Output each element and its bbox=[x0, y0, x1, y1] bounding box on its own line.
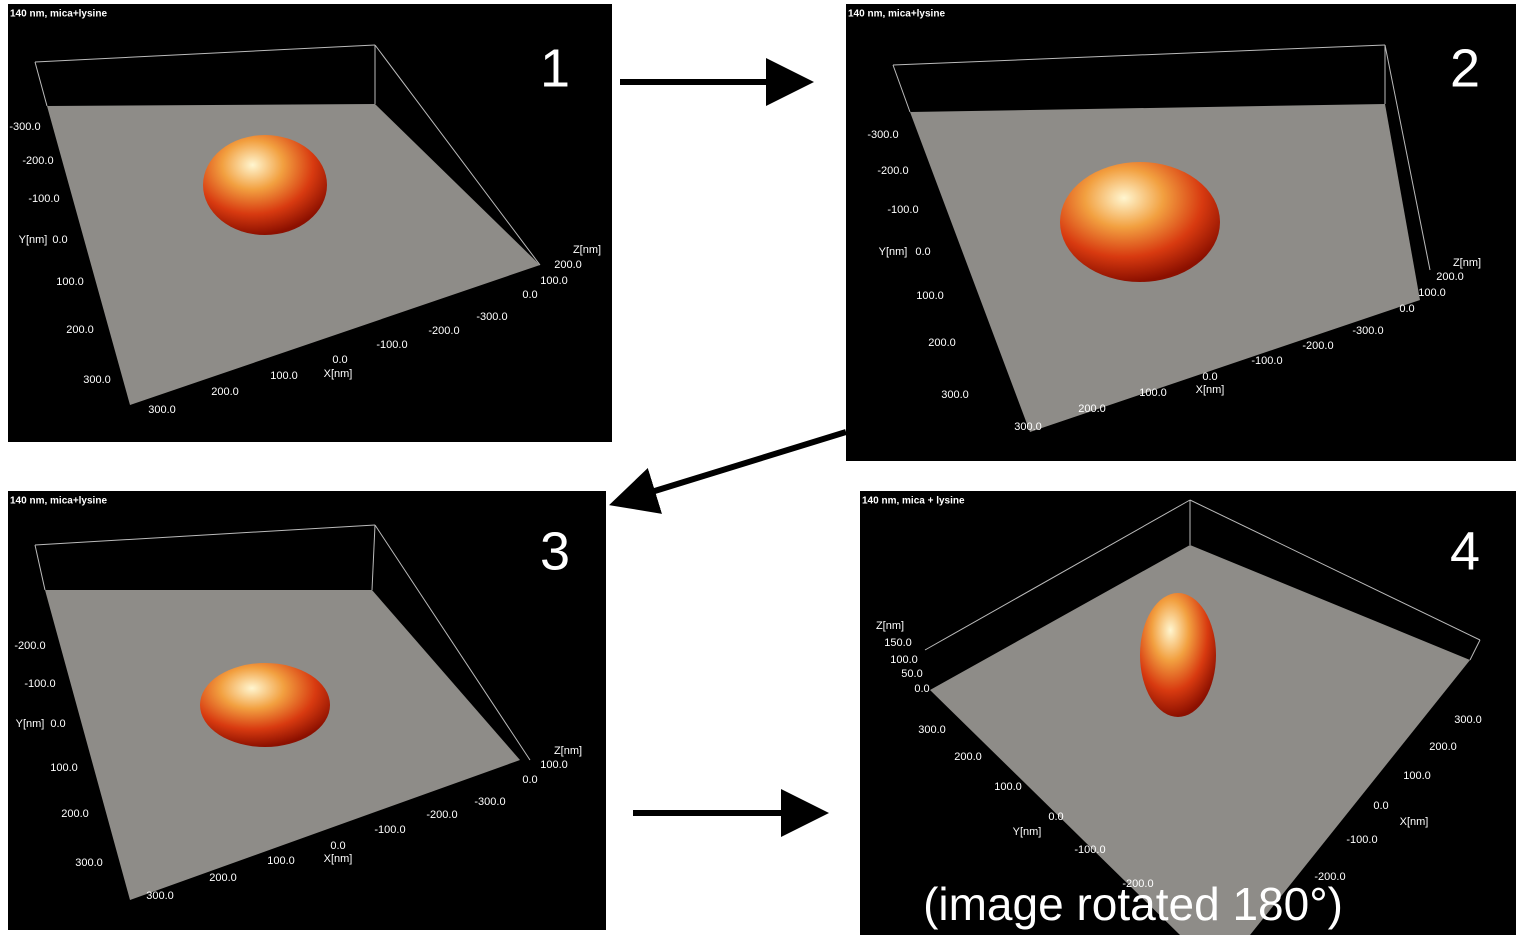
tick-label: 200.0 bbox=[1436, 271, 1464, 283]
tick-label: 300.0 bbox=[1454, 714, 1482, 726]
tick-label: -100.0 bbox=[376, 339, 407, 351]
tick-label: -200.0 bbox=[14, 640, 45, 652]
afm-panel: 140 nm, mica+lysine 1 -300.0 -200.0 -100.0 0.… bbox=[8, 4, 612, 442]
panel-title: 140 nm, mica + lysine bbox=[862, 496, 965, 507]
tick-label: 300.0 bbox=[1014, 421, 1042, 433]
topography-feature bbox=[200, 663, 330, 747]
tick-label: 100.0 bbox=[50, 762, 78, 774]
tick-label: 200.0 bbox=[209, 872, 237, 884]
tick-label: 200.0 bbox=[928, 337, 956, 349]
tick-label: 200.0 bbox=[66, 324, 94, 336]
tick-label: 0.0 bbox=[914, 683, 929, 695]
tick-label: 100.0 bbox=[994, 781, 1022, 793]
tick-label: 300.0 bbox=[146, 890, 174, 902]
afm-panel: 140 nm, mica+lysine3-200.0-100.00.0100.0… bbox=[8, 491, 606, 930]
panel-number: 2 bbox=[1450, 38, 1480, 98]
tick-label: 150.0 bbox=[884, 637, 912, 649]
tick-label: -100.0 bbox=[28, 193, 59, 205]
tick-label: -200.0 bbox=[426, 809, 457, 821]
axis-label: Y[nm] bbox=[1013, 826, 1042, 838]
tick-label: 100.0 bbox=[56, 276, 84, 288]
tick-label: 200.0 bbox=[554, 259, 582, 271]
tick-label: 100.0 bbox=[1139, 387, 1167, 399]
tick-label: 0.0 bbox=[332, 354, 347, 366]
tick-label: 300.0 bbox=[83, 374, 111, 386]
tick-label: 200.0 bbox=[1078, 403, 1106, 415]
tick-label: 0.0 bbox=[1048, 811, 1063, 823]
tick-label: 300.0 bbox=[75, 857, 103, 869]
tick-label: -300.0 bbox=[474, 796, 505, 808]
arrow bbox=[632, 432, 846, 498]
tick-label: 0.0 bbox=[1373, 800, 1388, 812]
tick-label: 200.0 bbox=[954, 751, 982, 763]
tick-label: 0.0 bbox=[1399, 303, 1414, 315]
tick-label: 50.0 bbox=[901, 668, 922, 680]
tick-label: 0.0 bbox=[522, 289, 537, 301]
tick-label: -200.0 bbox=[877, 165, 908, 177]
axis-label: X[nm] bbox=[324, 853, 353, 865]
tick-label: 300.0 bbox=[941, 389, 969, 401]
tick-label: 0.0 bbox=[522, 774, 537, 786]
tick-label: -300.0 bbox=[1352, 325, 1383, 337]
panel-title: 140 nm, mica+lysine bbox=[10, 9, 107, 20]
axis-label: Z[nm] bbox=[876, 620, 904, 632]
tick-label: 100.0 bbox=[540, 275, 568, 287]
figure: 140 nm, mica+lysine 1 -300.0 -200.0 -100.0 0.… bbox=[0, 0, 1521, 935]
axis-label: X[nm] bbox=[1400, 816, 1429, 828]
tick-label: 100.0 bbox=[1418, 287, 1446, 299]
tick-label: -300.0 bbox=[9, 121, 40, 133]
axis-label: Y[nm] bbox=[879, 246, 908, 258]
panel-number: 4 bbox=[1450, 521, 1480, 581]
tick-label: -100.0 bbox=[1346, 834, 1377, 846]
tick-label: -300.0 bbox=[867, 129, 898, 141]
tick-label: 200.0 bbox=[61, 808, 89, 820]
tick-label: -200.0 bbox=[1302, 340, 1333, 352]
tick-label: 0.0 bbox=[915, 246, 930, 258]
tick-label: 300.0 bbox=[148, 404, 176, 416]
axis-label: X[nm] bbox=[1196, 384, 1225, 396]
axis-label: X[nm] bbox=[324, 368, 353, 380]
tick-label: 100.0 bbox=[890, 654, 918, 666]
tick-label: -100.0 bbox=[1074, 844, 1105, 856]
tick-label: 0.0 bbox=[52, 234, 67, 246]
tick-label: -100.0 bbox=[887, 204, 918, 216]
tick-label: 300.0 bbox=[918, 724, 946, 736]
tick-label: 100.0 bbox=[1403, 770, 1431, 782]
panel-number: 1 bbox=[540, 38, 570, 98]
tick-label: -100.0 bbox=[1251, 355, 1282, 367]
tick-label: 100.0 bbox=[270, 370, 298, 382]
panel-title: 140 nm, mica+lysine bbox=[848, 9, 945, 20]
tick-label: 200.0 bbox=[211, 386, 239, 398]
panel-title: 140 nm, mica+lysine bbox=[10, 496, 107, 507]
tick-label: 100.0 bbox=[916, 290, 944, 302]
tick-label: 200.0 bbox=[1429, 741, 1457, 753]
topography-feature bbox=[1060, 162, 1220, 282]
axis-label: Z[nm] bbox=[573, 244, 601, 256]
tick-label: -100.0 bbox=[24, 678, 55, 690]
page: 140 nm, mica+lysine 1 -300.0 -200.0 -100.0 0.… bbox=[0, 0, 1521, 935]
afm-panel: 140 nm, mica+lysine 2 -300.0 -200.0 -100.0 0.… bbox=[846, 4, 1516, 461]
axis-label: Y[nm] bbox=[19, 234, 48, 246]
panel-number: 3 bbox=[540, 521, 570, 581]
axis-label: Z[nm] bbox=[554, 745, 582, 757]
tick-label: 0.0 bbox=[1202, 371, 1217, 383]
topography-feature bbox=[203, 135, 327, 235]
tick-label: -100.0 bbox=[374, 824, 405, 836]
topography-feature bbox=[1140, 593, 1216, 717]
tick-label: -200.0 bbox=[428, 325, 459, 337]
axis-label: Z[nm] bbox=[1453, 257, 1481, 269]
caption: (image rotated 180°) bbox=[923, 878, 1343, 930]
tick-label: -300.0 bbox=[476, 311, 507, 323]
axis-label: Y[nm] bbox=[16, 718, 45, 730]
afm-panel: 140 nm, mica + lysine 4 300.0 200.0 100.0 0.0… bbox=[860, 491, 1516, 935]
tick-label: 100.0 bbox=[540, 759, 568, 771]
tick-label: -200.0 bbox=[22, 155, 53, 167]
tick-label: 0.0 bbox=[50, 718, 65, 730]
tick-label: 100.0 bbox=[267, 855, 295, 867]
tick-label: 0.0 bbox=[330, 840, 345, 852]
